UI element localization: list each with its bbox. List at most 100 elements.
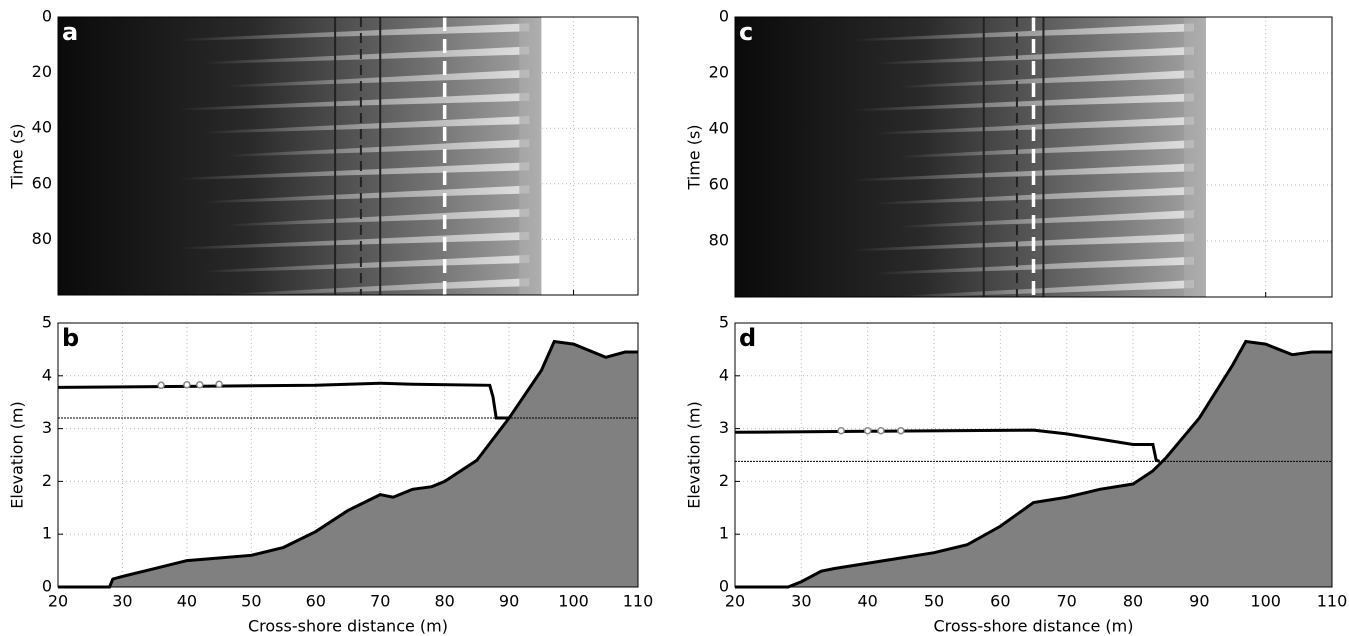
texture — [899, 140, 1194, 158]
panel: 0 20 40 60 80 Time (s) a — [8, 7, 639, 296]
water-line — [734, 428, 1160, 463]
gauge — [863, 426, 872, 435]
panel-label: b — [62, 324, 79, 352]
texture — [203, 254, 530, 273]
texture — [852, 233, 1194, 252]
y-tick-label: 40 — [709, 119, 729, 138]
y-tick-label: 1 — [42, 524, 52, 543]
panel-label: c — [739, 18, 753, 46]
y-tick-label: 4 — [42, 365, 52, 384]
x-tick-label: 100 — [1250, 592, 1281, 611]
bed-line — [58, 339, 638, 589]
y-tick-label: 5 — [42, 313, 52, 332]
y-axis-label: Time (s) — [685, 124, 704, 190]
y-tick-label: 3 — [42, 418, 52, 437]
x-tick-label: 110 — [1317, 592, 1348, 611]
texture — [876, 116, 1194, 135]
x-tick-label: 60 — [990, 592, 1010, 611]
x-tick-label: 40 — [857, 592, 877, 611]
texture — [203, 46, 530, 65]
y-tick-label: 20 — [709, 63, 729, 82]
texture — [227, 278, 530, 296]
axes-frame — [57, 16, 639, 296]
bed-area — [735, 341, 1332, 587]
y-tick-label: 60 — [709, 175, 729, 194]
texture — [899, 210, 1194, 228]
texture — [899, 70, 1194, 88]
x-tick-label: 70 — [1056, 592, 1076, 611]
x-tick-label: 20 — [725, 592, 745, 611]
texture — [178, 23, 530, 42]
panel-label: a — [62, 18, 78, 46]
water-line — [57, 381, 510, 420]
x-tick-label: 90 — [499, 592, 519, 611]
y-tick-label: 80 — [32, 229, 52, 248]
texture — [852, 23, 1194, 42]
gauge — [157, 381, 165, 390]
y-tick-label: 1 — [719, 524, 729, 543]
gauge — [183, 381, 191, 389]
x-tick-label: 100 — [558, 592, 589, 611]
x-tick-label: 80 — [1123, 592, 1143, 611]
texture — [178, 92, 530, 111]
axes-frame — [734, 16, 1333, 298]
y-axis-label: Elevation (m) — [685, 401, 704, 508]
x-tick-label: 110 — [623, 592, 654, 611]
x-tick-label: 80 — [434, 592, 454, 611]
axes-frame — [734, 322, 1333, 588]
texture — [178, 231, 530, 250]
bed-line — [735, 339, 1332, 589]
texture — [876, 46, 1194, 65]
texture — [852, 93, 1194, 112]
x-tick-label: 70 — [370, 592, 390, 611]
panel: 20 30 40 50 60 70 80 90 100 110 0 1 2 3 4 5 Cross-shore … — [8, 313, 654, 636]
gauge — [897, 426, 905, 435]
panel: 20 30 40 50 60 70 80 90 100 110 0 1 2 3 4 5 Cross-shore … — [685, 313, 1348, 636]
x-axis-label: Cross-shore distance (m) — [933, 617, 1133, 636]
y-tick-label: 0 — [42, 7, 52, 26]
gauge — [196, 381, 204, 389]
texture — [899, 280, 1194, 298]
y-tick-label: 4 — [719, 365, 729, 384]
y-tick-label: 80 — [709, 231, 729, 250]
texture — [227, 208, 530, 227]
y-axis-label: Time (s) — [8, 123, 27, 189]
x-tick-label: 50 — [924, 592, 944, 611]
axes-frame — [57, 322, 639, 588]
bed-area — [58, 341, 638, 587]
x-tick-label: 90 — [1189, 592, 1209, 611]
y-tick-label: 0 — [42, 577, 52, 596]
x-tick-label: 30 — [791, 592, 811, 611]
gauge — [215, 380, 223, 388]
x-tick-label: 50 — [241, 592, 261, 611]
y-tick-label: 0 — [719, 577, 729, 596]
x-tick-label: 30 — [112, 592, 132, 611]
y-tick-label: 40 — [32, 118, 52, 137]
texture — [1183, 17, 1206, 297]
y-tick-label: 2 — [719, 471, 729, 490]
y-tick-label: 0 — [719, 7, 729, 26]
timestack-image — [735, 17, 1206, 297]
texture — [519, 17, 542, 295]
y-tick-label: 2 — [42, 471, 52, 490]
y-tick-label: 5 — [719, 313, 729, 332]
gauge — [837, 426, 845, 435]
texture — [203, 185, 530, 204]
texture — [852, 163, 1194, 182]
y-axis-label: Elevation (m) — [8, 401, 27, 508]
texture — [227, 139, 530, 157]
y-tick-label: 3 — [719, 418, 729, 437]
x-tick-label: 20 — [48, 592, 68, 611]
y-tick-label: 60 — [32, 173, 52, 192]
texture — [203, 115, 530, 134]
texture — [227, 69, 530, 88]
panel-label: d — [739, 324, 756, 352]
timestack-image — [58, 17, 542, 295]
y-tick-label: 20 — [32, 62, 52, 81]
panel: 0 20 40 60 80 Time (s) c — [685, 7, 1333, 298]
x-tick-label: 60 — [306, 592, 326, 611]
x-axis-label: Cross-shore distance (m) — [248, 617, 448, 636]
gauge — [877, 426, 885, 435]
